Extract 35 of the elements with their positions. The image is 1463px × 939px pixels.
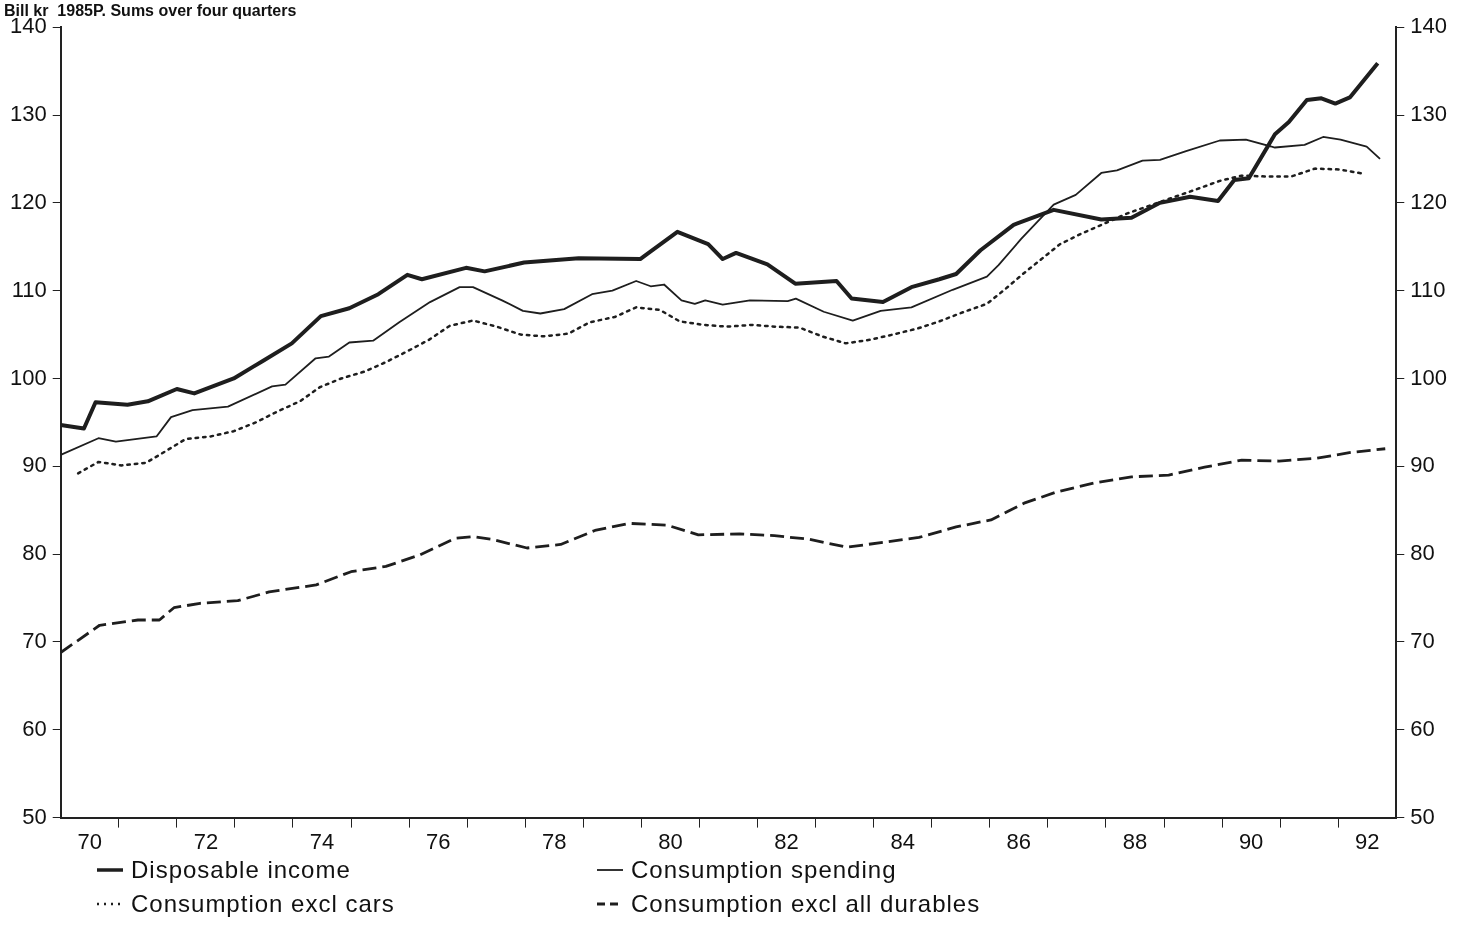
x-tick-label: 88: [1122, 828, 1148, 854]
y2-tick-label: 140: [1410, 13, 1448, 39]
y2-tick-label: 80: [1410, 540, 1435, 566]
y-tick-label: 120: [9, 188, 47, 214]
y-tick-label: 70: [22, 628, 47, 654]
legend-label: Consumption spending: [631, 856, 897, 884]
x-tick-label: 70: [77, 828, 102, 854]
y-tick-label: 100: [9, 364, 47, 390]
y-tick-label: 130: [9, 101, 47, 127]
x-tick-label: 78: [542, 828, 567, 854]
x-tick-label: 72: [193, 828, 219, 854]
y2-tick-label: 130: [1410, 101, 1448, 127]
x-tick-label: 82: [774, 828, 799, 854]
y2-tick-label: 70: [1410, 628, 1435, 654]
y2-tick-label: 50: [1410, 803, 1435, 829]
y2-tick-label: 120: [1410, 188, 1448, 214]
x-tick-label: 80: [658, 828, 683, 854]
y-tick-label: 110: [11, 276, 47, 302]
y2-tick-label: 110: [1410, 276, 1446, 302]
legend-label: Consumption excl cars: [131, 890, 395, 918]
x-tick-label: 86: [1006, 828, 1032, 854]
y2-tick-label: 90: [1410, 452, 1435, 478]
legend-label: Disposable income: [131, 856, 351, 884]
x-tick-label: 74: [309, 828, 335, 854]
y2-tick-label: 100: [1410, 364, 1448, 390]
x-tick-label: 76: [425, 828, 451, 854]
y-tick-label: 90: [22, 452, 47, 478]
y-tick-label: 50: [22, 803, 47, 829]
legend-label: Consumption excl all durables: [631, 890, 981, 918]
y2-tick-label: 60: [1410, 715, 1435, 741]
y-tick-label: 60: [22, 715, 47, 741]
y-tick-label: 80: [22, 540, 47, 566]
x-tick-label: 90: [1238, 828, 1264, 854]
x-tick-label: 92: [1355, 828, 1380, 854]
x-tick-label: 84: [890, 828, 915, 854]
